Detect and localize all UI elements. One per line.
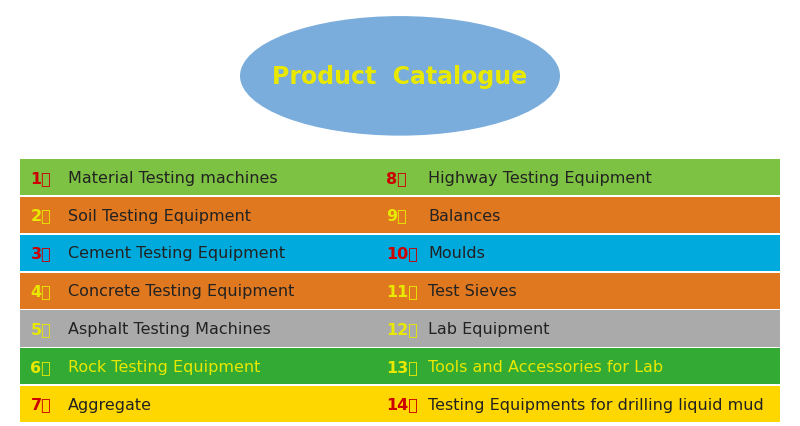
Text: Material Testing machines: Material Testing machines (68, 170, 278, 185)
Text: Rock Testing Equipment: Rock Testing Equipment (68, 359, 260, 374)
Text: 9、: 9、 (386, 208, 407, 223)
Text: Highway Testing Equipment: Highway Testing Equipment (428, 170, 652, 185)
Text: 8、: 8、 (386, 170, 407, 185)
Text: Product  Catalogue: Product Catalogue (273, 65, 527, 89)
Text: 10、: 10、 (386, 246, 418, 261)
Text: Balances: Balances (428, 208, 500, 223)
Text: 14、: 14、 (386, 397, 418, 412)
FancyBboxPatch shape (20, 273, 780, 309)
Text: 7、: 7、 (30, 397, 51, 412)
Text: 13、: 13、 (386, 359, 418, 374)
Text: Test Sieves: Test Sieves (428, 283, 517, 299)
FancyBboxPatch shape (20, 348, 780, 384)
Text: Aggregate: Aggregate (68, 397, 152, 412)
FancyBboxPatch shape (20, 386, 780, 422)
Text: Moulds: Moulds (428, 246, 485, 261)
Text: 3、: 3、 (30, 246, 51, 261)
Text: Concrete Testing Equipment: Concrete Testing Equipment (68, 283, 294, 299)
FancyBboxPatch shape (20, 235, 780, 271)
Text: 6、: 6、 (30, 359, 51, 374)
Text: Asphalt Testing Machines: Asphalt Testing Machines (68, 321, 270, 336)
Text: Tools and Accessories for Lab: Tools and Accessories for Lab (428, 359, 663, 374)
FancyBboxPatch shape (20, 311, 780, 347)
Ellipse shape (240, 17, 560, 136)
Text: 1、: 1、 (30, 170, 51, 185)
FancyBboxPatch shape (20, 160, 780, 196)
Text: 2、: 2、 (30, 208, 51, 223)
Text: 4、: 4、 (30, 283, 51, 299)
Text: Soil Testing Equipment: Soil Testing Equipment (68, 208, 251, 223)
Text: 11、: 11、 (386, 283, 418, 299)
Text: Cement Testing Equipment: Cement Testing Equipment (68, 246, 285, 261)
Text: 5、: 5、 (30, 321, 51, 336)
Text: 12、: 12、 (386, 321, 418, 336)
Text: Testing Equipments for drilling liquid mud: Testing Equipments for drilling liquid m… (428, 397, 764, 412)
FancyBboxPatch shape (20, 198, 780, 233)
Text: Lab Equipment: Lab Equipment (428, 321, 550, 336)
